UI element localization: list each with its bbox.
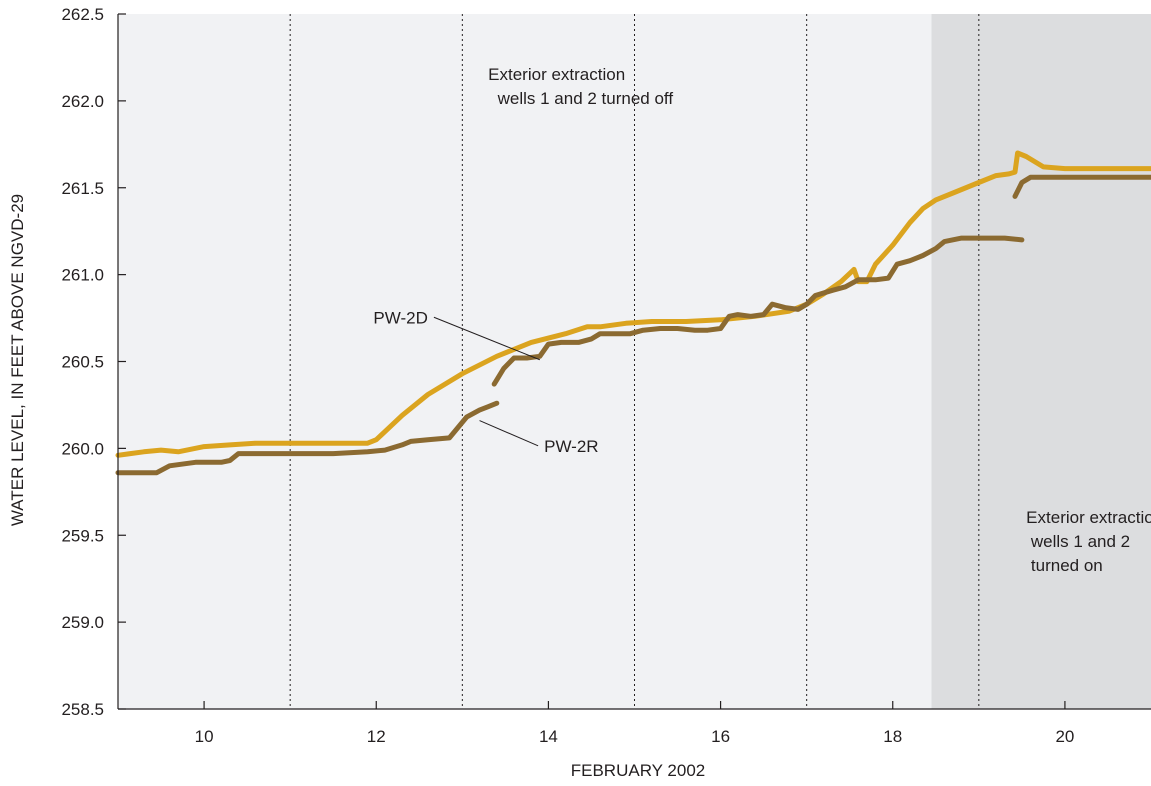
series-line-pw-2r-segment-0 xyxy=(115,400,500,476)
annotation-0: Exterior extraction wells 1 and 2 turned… xyxy=(488,65,673,108)
leader-line-pw-2d xyxy=(433,316,540,361)
x-tick-label: 12 xyxy=(367,727,386,746)
x-axis: 10 12 14 16 18 20 xyxy=(195,701,1074,746)
series-labels: PW-2D PW-2R xyxy=(373,308,598,456)
annotation-line: wells 1 and 2 turned off xyxy=(488,89,673,108)
y-tick-label: 261.0 xyxy=(61,266,104,285)
series-line-pw-2r-segment-2 xyxy=(1012,174,1151,199)
x-tick-label: 10 xyxy=(195,727,214,746)
y-tick-label: 261.5 xyxy=(61,179,104,198)
shaded-background xyxy=(118,14,1151,709)
y-tick-label: 260.5 xyxy=(61,353,104,372)
y-tick-label: 262.0 xyxy=(61,92,104,111)
leader-line-pw-2r xyxy=(479,420,539,447)
y-tick-label: 258.5 xyxy=(61,700,104,719)
annotation-line: Exterior extraction xyxy=(1026,508,1151,527)
series-lines xyxy=(115,150,1151,476)
y-tick-label: 259.5 xyxy=(61,526,104,545)
series-line-pw-2r-segment-1 xyxy=(491,235,1025,387)
shaded-span-0 xyxy=(118,14,932,709)
y-tick-label: 262.5 xyxy=(61,5,104,24)
x-tick-label: 16 xyxy=(711,727,730,746)
annotation-line: turned on xyxy=(1026,556,1103,575)
y-axis: 258.5 259.0 259.5 260.0 260.5 261.0 261.5 262.0… xyxy=(61,5,126,719)
x-tick-label: 20 xyxy=(1055,727,1074,746)
y-tick-label: 259.0 xyxy=(61,613,104,632)
vertical-gridlines xyxy=(289,14,980,709)
y-axis-title: WATER LEVEL, IN FEET ABOVE NGVD-29 xyxy=(8,194,27,526)
shaded-span-1 xyxy=(931,14,1151,709)
x-tick-label: 14 xyxy=(539,727,558,746)
series-label-pw-2r: PW-2R xyxy=(544,437,598,456)
annotations: Exterior extraction wells 1 and 2 turned… xyxy=(488,65,1151,575)
y-tick-label: 260.0 xyxy=(61,439,104,458)
annotation-1: Exterior extraction wells 1 and 2 turned… xyxy=(1026,508,1151,575)
annotation-line: wells 1 and 2 xyxy=(1026,532,1130,551)
annotation-line: Exterior extraction xyxy=(488,65,625,84)
series-label-pw-2d: PW-2D xyxy=(373,308,427,327)
x-tick-label: 18 xyxy=(883,727,902,746)
x-axis-title: FEBRUARY 2002 xyxy=(571,761,706,780)
